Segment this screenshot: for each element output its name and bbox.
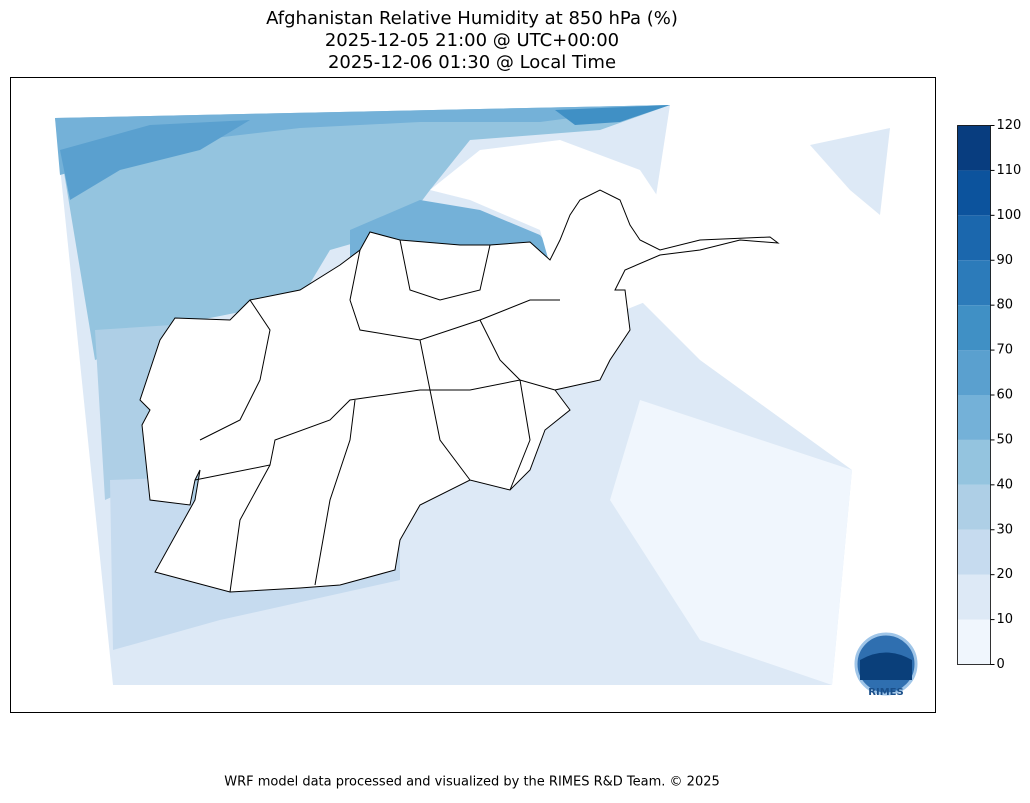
- colorbar-band: [957, 529, 991, 575]
- colorbar-band: [957, 170, 991, 216]
- colorbar-band: [957, 619, 991, 665]
- humidity-field: [555, 105, 670, 125]
- colorbar-tick-label: 70: [997, 343, 1014, 358]
- title-line: 2025-12-06 01:30 @ Local Time: [328, 52, 616, 73]
- humidity-field: [810, 128, 890, 215]
- logo-text: RIMES: [868, 687, 903, 698]
- colorbar-tick-label: 110: [997, 163, 1022, 178]
- colorbar-frame: [957, 125, 991, 665]
- country-border: [139, 189, 780, 593]
- colorbar-band: [957, 574, 991, 620]
- colorbar-tick-label: 120: [997, 118, 1022, 133]
- colorbar-band: [957, 395, 991, 440]
- colorbar-tick-label: 20: [997, 567, 1014, 582]
- humidity-field: [610, 400, 852, 685]
- colorbar-tick-label: 40: [997, 477, 1014, 492]
- colorbar-tick-label: 100: [997, 208, 1022, 223]
- map-frame: [10, 77, 936, 713]
- colorbar-band: [957, 260, 991, 306]
- title-line: 2025-12-05 21:00 @ UTC+00:00: [325, 30, 619, 51]
- colorbar-band: [957, 439, 991, 485]
- colorbar-band: [957, 484, 991, 530]
- colorbar-tick-label: 30: [997, 522, 1014, 537]
- colorbar-tick-label: 80: [997, 298, 1014, 313]
- colorbar-band: [957, 125, 991, 171]
- colorbar-tick-label: 50: [997, 432, 1014, 447]
- colorbar-tick-label: 90: [997, 253, 1014, 268]
- colorbar-tick-label: 10: [997, 612, 1014, 627]
- map: RIMES: [55, 105, 918, 698]
- colorbar-band: [957, 350, 991, 395]
- colorbar-band: [957, 305, 991, 351]
- humidity-field: [60, 120, 250, 200]
- colorbar: 0 10 20 30 40 50 60 70 80 90 100 110 120: [957, 118, 1022, 672]
- colorbar-tick-label: 0: [997, 657, 1005, 672]
- province-borders: [194, 239, 560, 593]
- footer: WRF model data processed and visualized …: [224, 775, 720, 790]
- colorbar-tick-label: 60: [997, 388, 1014, 403]
- logo: RIMES: [854, 632, 918, 698]
- colorbar-band: [957, 215, 991, 261]
- title-line: Afghanistan Relative Humidity at 850 hPa…: [266, 8, 678, 29]
